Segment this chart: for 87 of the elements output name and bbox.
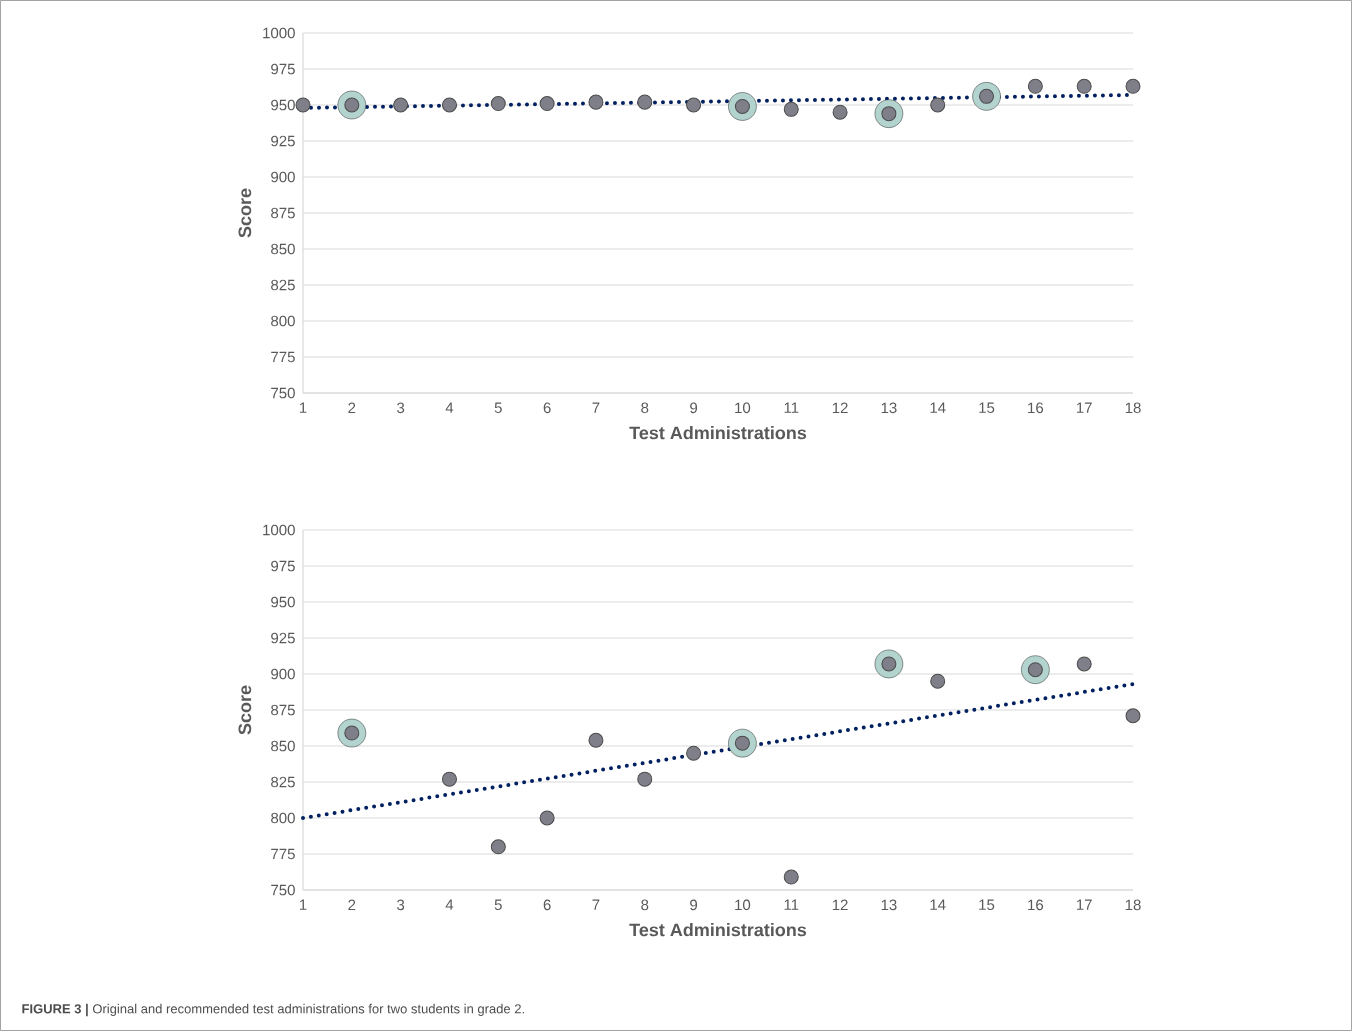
point [441, 97, 457, 113]
point [539, 96, 555, 112]
x-tick-label: 15 [979, 402, 995, 413]
x-tick-label: 8 [641, 899, 649, 911]
x-tick-label: 8 [641, 402, 649, 414]
x-tick-label: 2 [348, 402, 356, 414]
x-tick-label: 3 [397, 402, 405, 414]
x-tick-label: 7 [592, 402, 600, 413]
y-tick-label: 900 [271, 668, 295, 680]
point [490, 96, 506, 112]
x-tick-label: 11 [784, 402, 799, 413]
y-tick-label: 850 [271, 740, 295, 752]
point [1125, 708, 1141, 724]
x-tick-label: 17 [1076, 899, 1092, 910]
x-tick-label: 14 [930, 402, 946, 413]
y-tick-label: 950 [271, 596, 295, 608]
y-tick-label: 925 [271, 135, 295, 147]
x-tick-label: 9 [690, 402, 698, 414]
x-tick-label: 10 [735, 402, 751, 414]
x-tick-label: 1 [299, 402, 307, 413]
y-tick-label: 950 [271, 99, 295, 111]
y-tick-label: 800 [271, 315, 295, 327]
x-tick-label: 12 [832, 899, 848, 911]
y-tick-label: 825 [271, 776, 295, 788]
y-axis-title: Score [238, 188, 252, 238]
point [637, 94, 653, 110]
x-tick-label: 12 [832, 402, 848, 414]
x-tick-label: 16 [1028, 899, 1044, 911]
point [490, 839, 506, 855]
x-tick-label: 18 [1125, 899, 1141, 911]
point [930, 97, 946, 113]
y-tick-label: 750 [271, 884, 295, 896]
y-axis-title: Score [238, 685, 252, 735]
x-tick-label: 5 [494, 402, 502, 413]
point [783, 869, 799, 885]
x-axis-title: Test Administrations [629, 923, 807, 937]
point [832, 104, 848, 120]
point [588, 732, 604, 748]
y-tick-label: 875 [271, 207, 295, 219]
y-tick-label: 900 [271, 171, 295, 183]
x-tick-label: 11 [784, 899, 799, 910]
point [637, 771, 653, 787]
x-tick-label: 14 [930, 899, 946, 910]
point [1076, 656, 1092, 672]
y-tick-label: 925 [271, 632, 295, 644]
x-tick-label: 10 [735, 899, 751, 911]
x-tick-label: 7 [592, 899, 600, 910]
x-tick-label: 4 [445, 899, 454, 910]
y-tick-label: 975 [271, 63, 295, 75]
y-tick-label: 750 [271, 387, 295, 399]
y-tick-label: 1000 [263, 524, 295, 536]
point [1027, 78, 1043, 94]
point [295, 97, 311, 113]
point [1125, 78, 1141, 94]
x-tick-label: 9 [690, 899, 698, 911]
point [539, 810, 555, 826]
y-tick-label: 775 [271, 848, 295, 860]
x-tick-label: 3 [397, 899, 405, 911]
y-tick-label: 975 [271, 560, 295, 572]
x-axis-title: Test Administrations [629, 426, 807, 440]
point [686, 745, 702, 761]
point [1076, 78, 1092, 94]
x-tick-label: 2 [348, 899, 356, 911]
x-tick-label: 18 [1125, 402, 1141, 414]
x-tick-label: 16 [1028, 402, 1044, 414]
point [686, 97, 702, 113]
x-tick-label: 17 [1076, 402, 1092, 413]
x-tick-label: 13 [881, 402, 897, 414]
text: FIGURE 3 | Original and recommended test administrations for two students in grade 2. [22, 1003, 524, 1017]
point [393, 97, 409, 113]
y-tick-label: 825 [271, 279, 295, 291]
y-tick-label: 850 [271, 243, 295, 255]
x-tick-label: 6 [543, 899, 551, 911]
x-tick-label: 4 [445, 402, 454, 413]
x-tick-label: 13 [881, 899, 897, 911]
y-tick-label: 1000 [263, 27, 295, 39]
x-tick-label: 5 [494, 899, 502, 911]
point [441, 771, 457, 787]
point [930, 673, 946, 689]
y-tick-label: 775 [271, 351, 295, 363]
y-tick-label: 875 [271, 704, 295, 716]
point [588, 94, 604, 110]
point [783, 101, 799, 117]
x-tick-label: 1 [299, 899, 307, 910]
y-tick-label: 800 [271, 812, 295, 824]
x-tick-label: 15 [979, 899, 995, 911]
x-tick-label: 6 [543, 402, 551, 414]
